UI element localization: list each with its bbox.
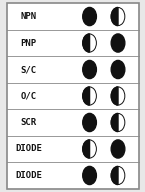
Circle shape	[83, 60, 96, 79]
Wedge shape	[111, 166, 118, 185]
Text: DIODE: DIODE	[15, 145, 42, 153]
Wedge shape	[111, 7, 118, 26]
Circle shape	[83, 34, 96, 52]
Circle shape	[83, 113, 96, 132]
Circle shape	[83, 87, 96, 105]
Wedge shape	[83, 140, 90, 158]
Wedge shape	[83, 87, 90, 105]
Circle shape	[111, 34, 125, 52]
Text: O/C: O/C	[20, 92, 37, 100]
Circle shape	[111, 7, 125, 26]
Circle shape	[83, 166, 96, 185]
Text: SCR: SCR	[20, 118, 37, 127]
Wedge shape	[83, 34, 90, 52]
Circle shape	[83, 140, 96, 158]
Circle shape	[111, 140, 125, 158]
Circle shape	[111, 60, 125, 79]
Wedge shape	[111, 87, 118, 105]
Circle shape	[111, 87, 125, 105]
Text: DIODE: DIODE	[15, 171, 42, 180]
Circle shape	[111, 166, 125, 185]
Circle shape	[83, 7, 96, 26]
Text: S/C: S/C	[20, 65, 37, 74]
Wedge shape	[111, 113, 118, 132]
Text: NPN: NPN	[20, 12, 37, 21]
Text: PNP: PNP	[20, 39, 37, 47]
Circle shape	[111, 113, 125, 132]
